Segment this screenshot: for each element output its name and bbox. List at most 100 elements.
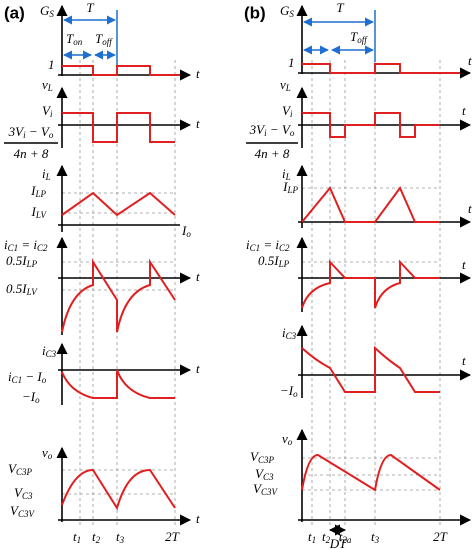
- label-subscript: o: [288, 437, 293, 447]
- label: Ton: [66, 31, 83, 47]
- label-subscript: LP: [286, 185, 298, 195]
- label: 2T: [165, 529, 180, 544]
- label: t: [196, 66, 200, 81]
- label-text: 0.5I: [6, 253, 27, 268]
- label: t: [196, 116, 200, 131]
- label: 1: [288, 55, 295, 70]
- label: 2T: [433, 529, 448, 544]
- label-text: T: [95, 31, 103, 46]
- label-subscript: L: [285, 83, 291, 93]
- label: Toff: [95, 31, 113, 47]
- timing-arrows-b: [303, 10, 376, 62]
- label: −Io: [280, 383, 298, 399]
- label-subscript: L: [47, 83, 53, 93]
- label: ILP: [30, 183, 46, 199]
- label: t: [462, 257, 466, 272]
- label: GS: [280, 3, 294, 19]
- label-subscript: S: [289, 9, 294, 19]
- label-subscript: i: [50, 109, 53, 119]
- label-text: v: [42, 77, 48, 92]
- timing-arrows-a: [63, 10, 118, 65]
- label-text: G: [40, 3, 50, 18]
- label: t3: [371, 529, 380, 545]
- label: 1: [48, 57, 55, 72]
- label-text: t: [339, 529, 343, 544]
- label-subscript: C2: [279, 243, 290, 253]
- label-subscript: S: [49, 9, 54, 19]
- label-text: v: [42, 445, 48, 460]
- label-subscript: C3P: [258, 455, 275, 465]
- label-text: 3V: [8, 124, 26, 139]
- label-text: I: [30, 183, 36, 198]
- label-text: −I: [22, 389, 36, 404]
- label: t2: [322, 529, 331, 545]
- label: 4n + 8: [255, 146, 290, 161]
- label: Io: [181, 223, 191, 239]
- label: t1: [73, 529, 81, 545]
- label: vL: [280, 77, 291, 93]
- label: vo: [42, 445, 53, 461]
- label-subscript: LP: [278, 259, 290, 269]
- label-text: I: [181, 223, 187, 238]
- label: VC3: [255, 466, 274, 482]
- label: −Io: [22, 389, 40, 405]
- label-text: V: [282, 103, 292, 118]
- label-text: T: [350, 29, 358, 44]
- label-text: t: [73, 529, 77, 544]
- label: t3: [116, 529, 125, 545]
- label: t: [462, 103, 466, 118]
- label-subscript: 3: [374, 535, 380, 545]
- label: 3Vi − Vo: [8, 124, 54, 140]
- label: 0.5ILP: [6, 253, 38, 269]
- label-subscript: LV: [35, 210, 48, 220]
- waveforms-b: [301, 63, 460, 492]
- label-subscript: C1: [250, 243, 261, 253]
- label: vL: [42, 77, 53, 93]
- label-subscript: C3V: [18, 509, 36, 519]
- label-subscript: off: [357, 35, 368, 45]
- label: Toff: [350, 29, 368, 45]
- label: VC3P: [8, 461, 32, 477]
- label: vo: [282, 431, 293, 447]
- label: t2: [92, 529, 101, 545]
- label: t: [462, 353, 466, 368]
- label-text: V: [255, 466, 265, 481]
- label-text: V: [14, 485, 24, 500]
- label: GS: [40, 3, 54, 19]
- label: t: [196, 269, 200, 284]
- label: VC3V: [10, 503, 35, 519]
- label-subscript: i: [23, 130, 26, 140]
- label-subscript: off: [102, 37, 113, 47]
- label: T: [336, 0, 344, 15]
- label: 3Vi − Vo: [249, 122, 295, 138]
- label-text: − V: [267, 122, 292, 137]
- label: iC3: [42, 343, 57, 359]
- label: 0.5ILV: [6, 281, 38, 297]
- label-text: i: [246, 237, 250, 252]
- panel-tag: (b): [244, 3, 266, 22]
- label-subscript: 3: [119, 535, 125, 545]
- label-text: 0.5I: [258, 253, 279, 268]
- label-subscript: LV: [26, 287, 39, 297]
- label-subscript: L: [285, 172, 291, 182]
- label-subscript: o: [35, 395, 40, 405]
- label-text: = i: [18, 237, 37, 252]
- label-text: − I: [22, 369, 42, 384]
- label-text: i: [282, 166, 286, 181]
- label: t2a: [339, 529, 352, 545]
- label: VC3V: [253, 481, 278, 497]
- label-text: t: [116, 529, 120, 544]
- label-subscript: C1: [8, 243, 19, 253]
- label-subscript: C3: [286, 331, 297, 341]
- label-text: I: [282, 179, 288, 194]
- label: t: [196, 361, 200, 376]
- label: iC1 = iC2: [4, 237, 48, 253]
- label-text: I: [30, 204, 36, 219]
- label: ILV: [30, 204, 47, 220]
- label-subscript: o: [293, 389, 298, 399]
- label: 4n + 8: [14, 146, 49, 161]
- label-subscript: o: [48, 451, 53, 461]
- label-text: G: [280, 3, 290, 18]
- label-text: 0.5I: [6, 281, 27, 296]
- label-subscript: C3: [46, 349, 57, 359]
